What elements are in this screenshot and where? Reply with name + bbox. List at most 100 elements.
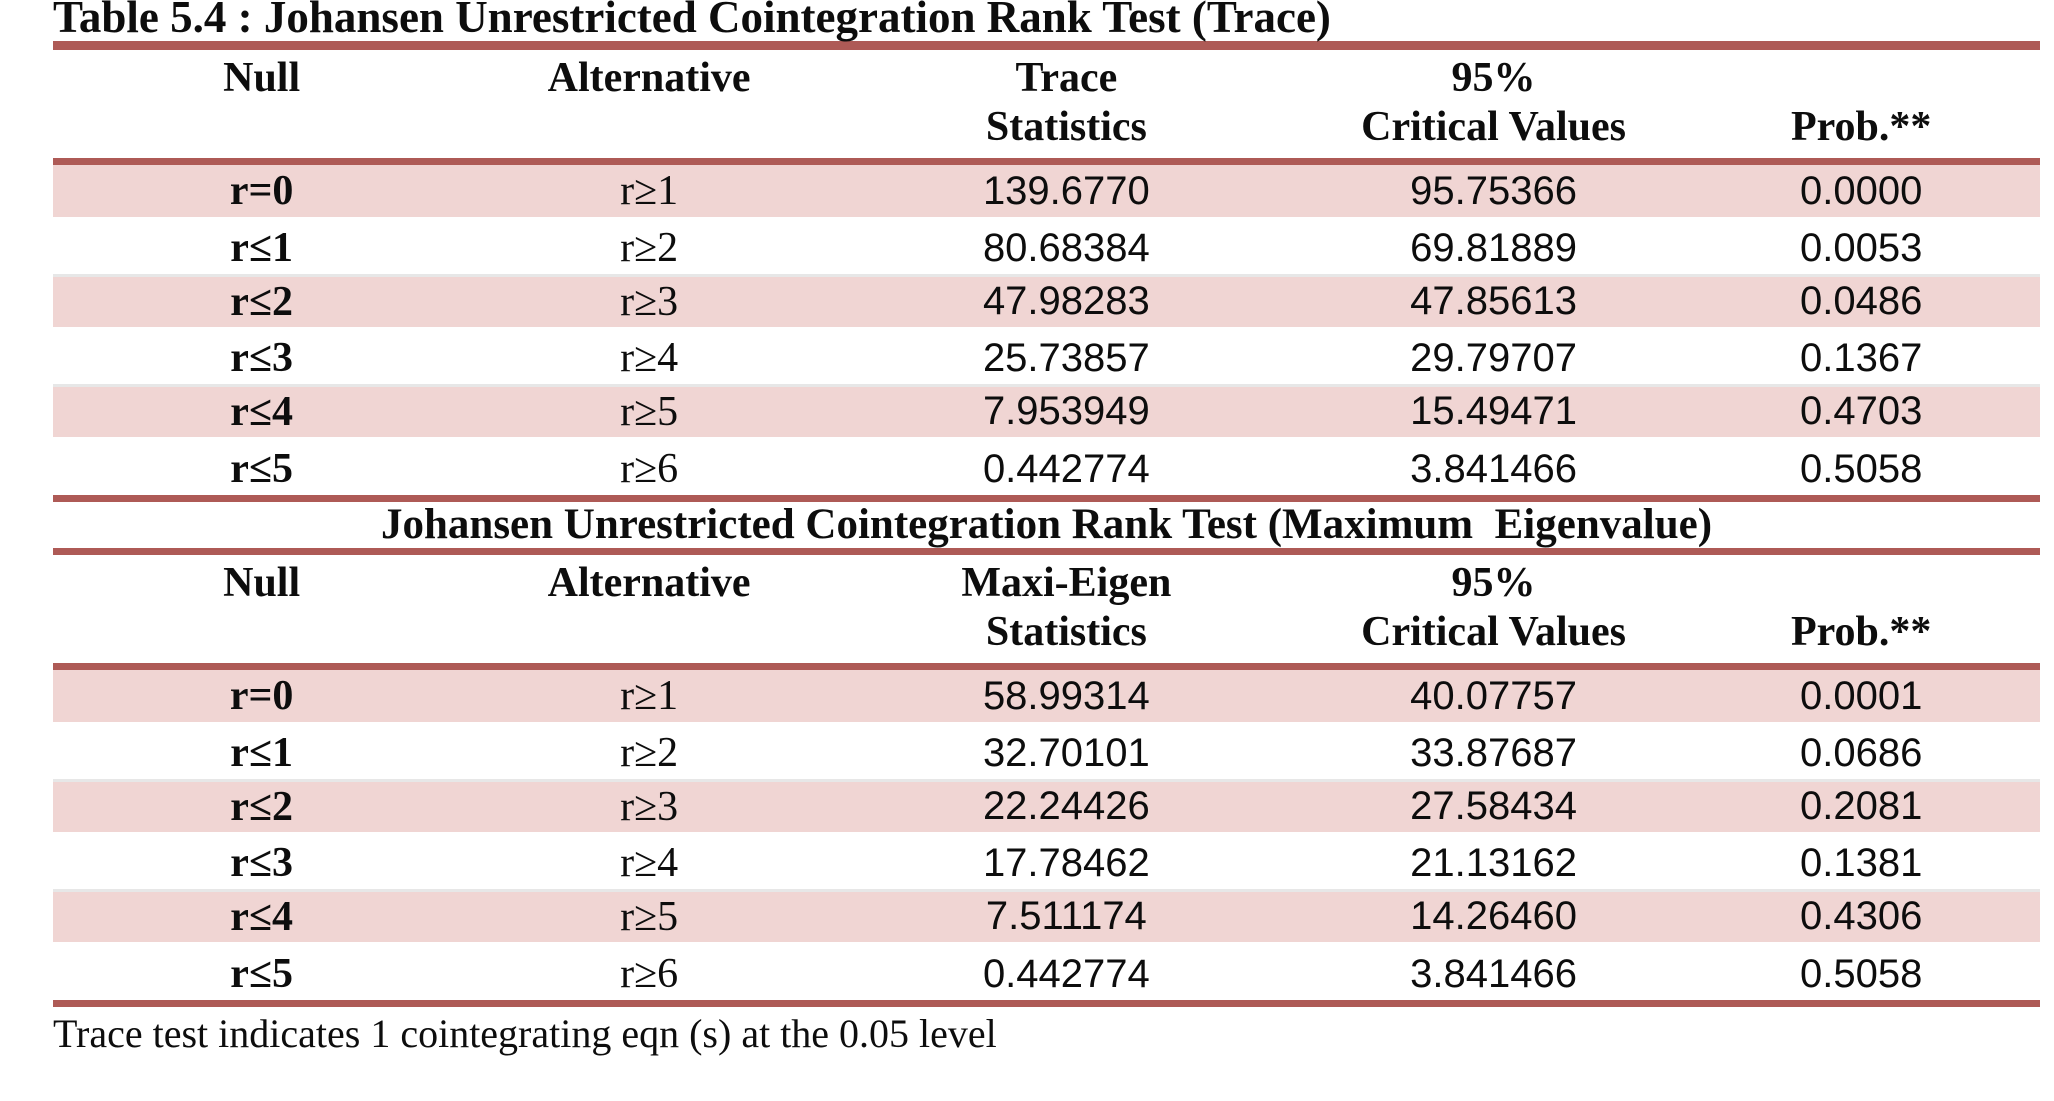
header-line: 95% <box>1451 560 1536 606</box>
cell-critical-value: 27.58434 <box>1304 780 1683 838</box>
header-line: Critical Values <box>1361 609 1626 655</box>
cell-probability: 0.4703 <box>1682 385 2040 443</box>
header-line <box>470 608 828 657</box>
cell-null-hypothesis: r≤5 <box>53 440 471 495</box>
cell-critical-value: 29.79707 <box>1304 330 1683 387</box>
cell-null-hypothesis: r≤4 <box>53 385 471 443</box>
cell-critical-value: 40.07757 <box>1304 670 1683 728</box>
header-line: Alternative <box>547 55 751 101</box>
cell-null-hypothesis: r≤4 <box>53 890 471 948</box>
cell-statistic: 7.953949 <box>827 385 1305 443</box>
cell-critical-value: 69.81889 <box>1304 220 1683 277</box>
cell-alternative: r≥4 <box>470 330 828 387</box>
eigenvalue-table: r=0 r≥1 58.99314 40.07757 0.0001 r≤1 r≥2… <box>53 670 2040 1000</box>
header-line: Null <box>223 55 301 101</box>
cell-critical-value: 95.75366 <box>1304 165 1683 223</box>
cell-probability: 0.0053 <box>1682 220 2040 277</box>
cell-null-hypothesis: r≤3 <box>53 330 471 387</box>
cell-probability: 0.5058 <box>1682 945 2040 1000</box>
header-line: Null <box>223 560 301 606</box>
table-footnote: Trace test indicates 1 cointegrating eqn… <box>53 1011 997 1056</box>
cell-probability: 0.1367 <box>1682 330 2040 387</box>
cell-alternative: r≥2 <box>470 725 828 782</box>
cell-probability: 0.4306 <box>1682 890 2040 948</box>
header-null: Null <box>53 555 470 663</box>
table-row: r≤4 r≥5 7.511174 14.26460 0.4306 <box>53 890 2040 948</box>
table-row: r≤2 r≥3 22.24426 27.58434 0.2081 <box>53 780 2040 838</box>
cell-null-hypothesis: r≤5 <box>53 945 471 1000</box>
cell-statistic: 32.70101 <box>827 725 1305 782</box>
header-probability: Prob.** <box>1682 555 2040 663</box>
header-line <box>53 608 470 657</box>
table-row: r≤3 r≥4 17.78462 21.13162 0.1381 <box>53 835 2040 892</box>
cell-null-hypothesis: r≤1 <box>53 725 471 782</box>
header-line: Statistics <box>985 104 1147 150</box>
cell-critical-value: 3.841466 <box>1304 440 1683 495</box>
cell-alternative: r≥1 <box>470 165 828 223</box>
cell-alternative: r≥5 <box>470 890 828 948</box>
header-line <box>1682 54 2040 103</box>
cell-critical-value: 15.49471 <box>1304 385 1683 443</box>
cell-probability: 0.0001 <box>1682 670 2040 728</box>
header-line: 95% <box>1451 55 1536 101</box>
table-content: Table 5.4 : Johansen Unrestricted Cointe… <box>53 0 2040 1057</box>
header-critical-values: 95% Critical Values <box>1305 555 1683 663</box>
header-line <box>53 103 470 152</box>
header-null: Null <box>53 50 470 158</box>
cell-alternative: r≥5 <box>470 385 828 443</box>
cell-alternative: r≥6 <box>470 440 828 495</box>
cell-probability: 0.2081 <box>1682 780 2040 838</box>
cell-statistic: 22.24426 <box>827 780 1305 838</box>
table-row: r=0 r≥1 58.99314 40.07757 0.0001 <box>53 670 2040 728</box>
header-probability: Prob.** <box>1682 50 2040 158</box>
cell-probability: 0.5058 <box>1682 440 2040 495</box>
table-row: r≤5 r≥6 0.442774 3.841466 0.5058 <box>53 945 2040 1000</box>
cell-statistic: 139.6770 <box>827 165 1305 223</box>
eigenvalue-table-header: Null Alternative Maxi-Eigen Statistics 9… <box>53 555 2040 663</box>
cell-probability: 0.0000 <box>1682 165 2040 223</box>
table-row: r=0 r≥1 139.6770 95.75366 0.0000 <box>53 165 2040 223</box>
cell-null-hypothesis: r=0 <box>53 165 471 223</box>
cell-statistic: 7.511174 <box>827 890 1305 948</box>
section-title-eigenvalue: Johansen Unrestricted Cointegration Rank… <box>380 501 1713 548</box>
cell-null-hypothesis: r≤1 <box>53 220 471 277</box>
cell-statistic: 17.78462 <box>827 835 1305 892</box>
trace-table-header: Null Alternative Trace Statistics 95% Cr… <box>53 50 2040 158</box>
table-row: r≤5 r≥6 0.442774 3.841466 0.5058 <box>53 440 2040 495</box>
header-alternative: Alternative <box>470 555 828 663</box>
cell-alternative: r≥3 <box>470 275 828 333</box>
cell-null-hypothesis: r≤2 <box>53 780 471 838</box>
header-critical-values: 95% Critical Values <box>1305 50 1683 158</box>
header-line: Prob.** <box>1790 609 1932 655</box>
header-maxi-eigen-statistics: Maxi-Eigen Statistics <box>828 555 1305 663</box>
divider-line <box>53 1000 2040 1007</box>
cell-statistic: 0.442774 <box>827 945 1305 1000</box>
cell-statistic: 80.68384 <box>827 220 1305 277</box>
cell-statistic: 0.442774 <box>827 440 1305 495</box>
cell-alternative: r≥2 <box>470 220 828 277</box>
cell-probability: 0.0486 <box>1682 275 2040 333</box>
table-row: r≤2 r≥3 47.98283 47.85613 0.0486 <box>53 275 2040 333</box>
header-line <box>470 103 828 152</box>
divider-line <box>53 548 2040 555</box>
divider-line <box>53 158 2040 165</box>
table-row: r≤1 r≥2 32.70101 33.87687 0.0686 <box>53 725 2040 782</box>
cell-null-hypothesis: r≤2 <box>53 275 471 333</box>
cell-null-hypothesis: r≤3 <box>53 835 471 892</box>
cell-critical-value: 3.841466 <box>1304 945 1683 1000</box>
cell-statistic: 58.99314 <box>827 670 1305 728</box>
header-line <box>1682 559 2040 608</box>
cell-null-hypothesis: r=0 <box>53 670 471 728</box>
cell-alternative: r≥3 <box>470 780 828 838</box>
header-line: Alternative <box>547 560 751 606</box>
cell-probability: 0.1381 <box>1682 835 2040 892</box>
cell-probability: 0.0686 <box>1682 725 2040 782</box>
divider-line <box>53 495 2040 502</box>
cell-alternative: r≥6 <box>470 945 828 1000</box>
table-row: r≤1 r≥2 80.68384 69.81889 0.0053 <box>53 220 2040 277</box>
trace-table: r=0 r≥1 139.6770 95.75366 0.0000 r≤1 r≥2… <box>53 165 2040 495</box>
table-row: r≤4 r≥5 7.953949 15.49471 0.4703 <box>53 385 2040 443</box>
header-line: Critical Values <box>1361 104 1626 150</box>
header-line: Trace <box>1015 55 1118 101</box>
header-row: Null Alternative Maxi-Eigen Statistics 9… <box>53 555 2040 663</box>
